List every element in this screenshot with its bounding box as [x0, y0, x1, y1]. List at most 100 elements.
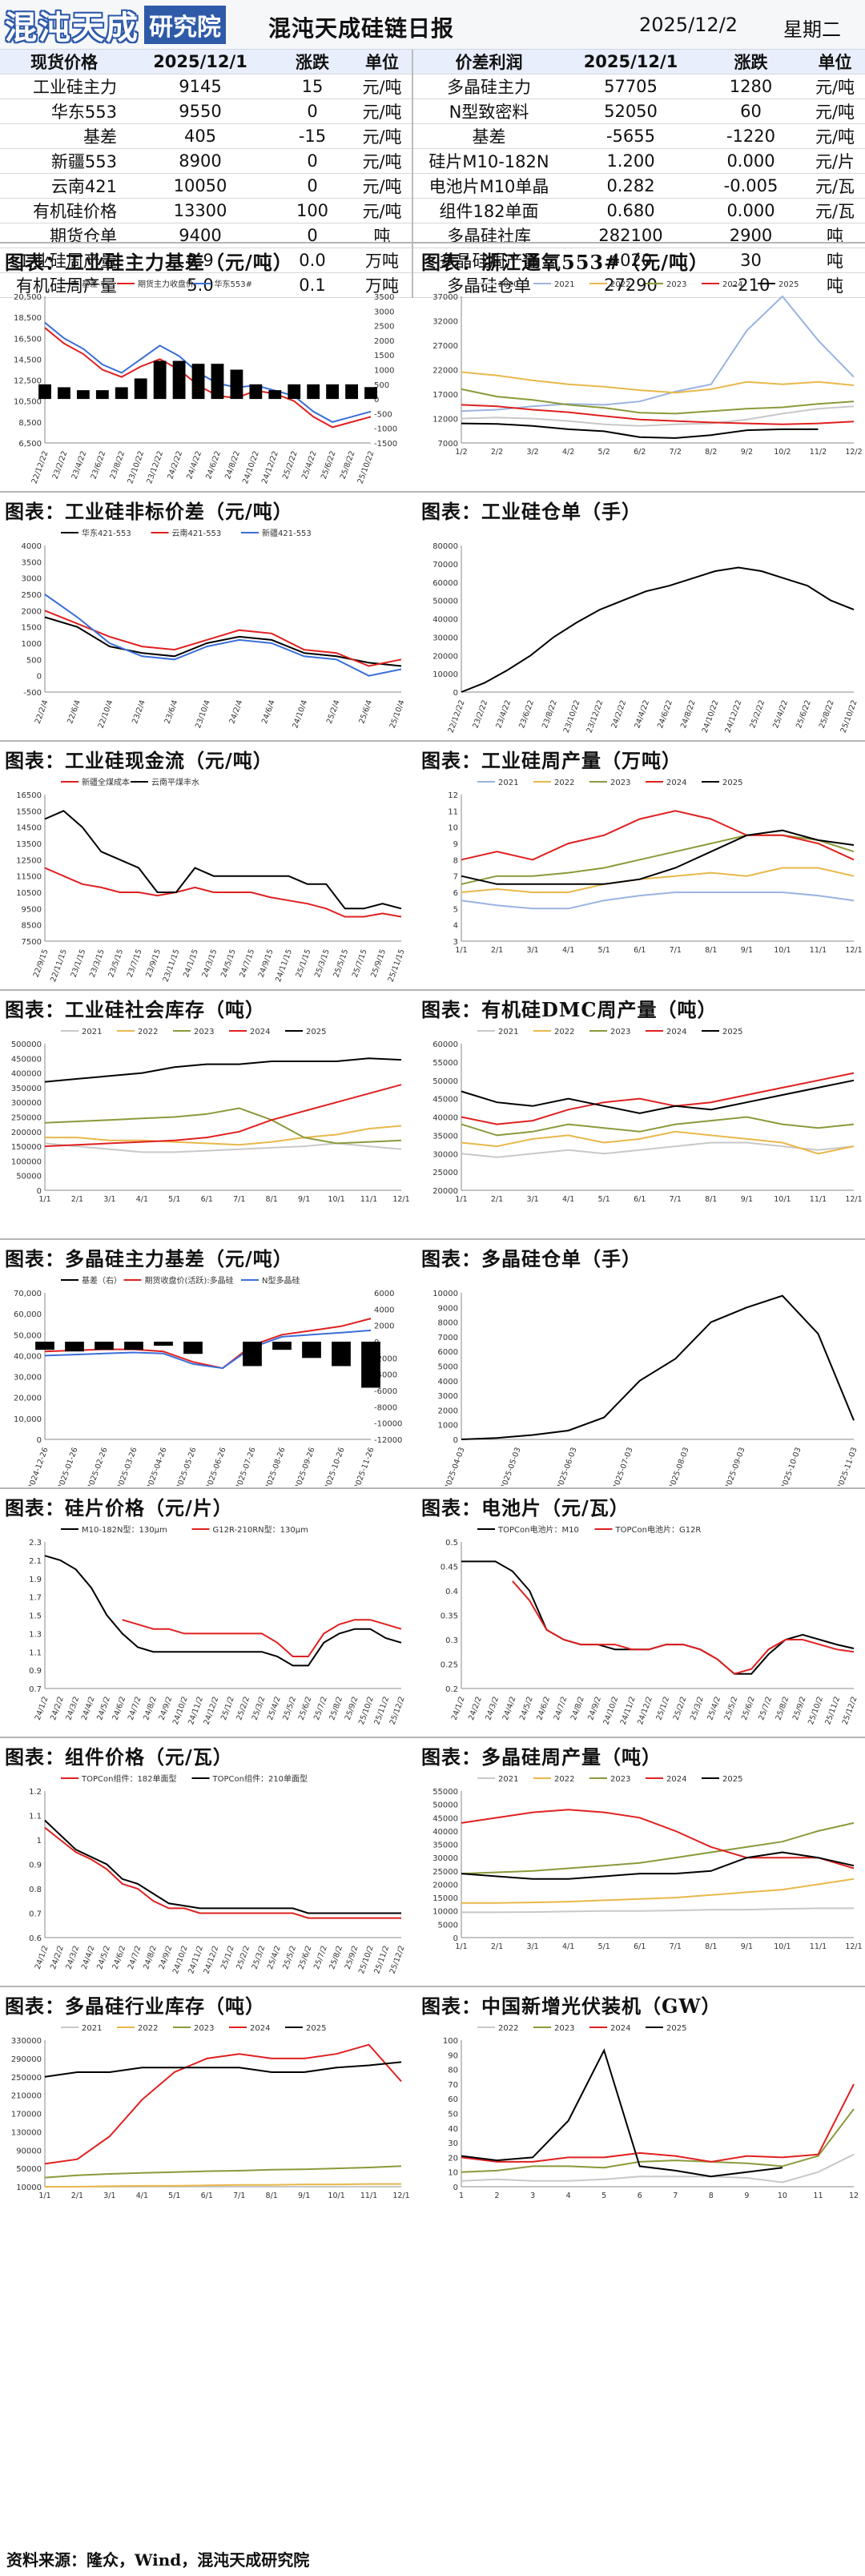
table-cell: 吨: [805, 272, 865, 298]
x-tick-label: 8/1: [266, 2192, 278, 2200]
y-tick-label: 3000: [22, 575, 42, 584]
x-tick-label: 24/7/2: [127, 1696, 143, 1721]
legend-item: 2023: [173, 1028, 214, 1036]
y-tick-label: 50000: [16, 1173, 42, 1181]
x-tick-label: 24/4/22: [633, 699, 651, 730]
chart-svg: 1000090008000700060005000400030002000100…: [432, 1290, 859, 1486]
y2-tick-label: 2000: [374, 337, 394, 346]
x-tick-label: 23/4/22: [494, 699, 513, 730]
logo-main-text: 混沌天成: [5, 9, 139, 46]
series-line: [461, 892, 855, 910]
chart-panel-c1: 图表：工业硅主力基差（元/吨） 基差-右 期货主力收盘价 华东553# 20,500 18…: [0, 247, 412, 491]
x-tick-label: 5/1: [598, 1942, 610, 1951]
table-cell: 吨: [352, 223, 412, 248]
legend-item: 2025: [758, 280, 799, 289]
table-cell: 工业硅主力: [0, 74, 128, 99]
x-tick-label: 3/1: [526, 946, 538, 955]
y-tick-label: 70000: [432, 561, 458, 570]
table-cell: 华东553: [0, 99, 128, 124]
x-tick-label: 8/2: [705, 448, 717, 457]
x-tick-label: 25/8/22: [339, 450, 357, 481]
y-tick-label: 20,500: [14, 293, 42, 302]
chart-panel-c5: 图表：工业硅现金流（元/吨） 新疆全煤成本 云南平煤丰水 16500 15500 1450…: [0, 745, 412, 989]
x-tick-label: 25/1/2: [219, 1696, 236, 1721]
basis-bar: [230, 369, 243, 400]
series-line: [44, 2165, 402, 2179]
table-header: 单位: [805, 50, 865, 74]
x-tick-label: 2/1: [71, 2192, 83, 2200]
x-tick-label: 3/1: [103, 2192, 115, 2200]
table-cell: 组件182单面: [412, 198, 565, 223]
x-tick-label: 25/5/15: [332, 948, 350, 979]
y-tick-label: 210000: [11, 2092, 42, 2101]
series-line: [461, 295, 855, 413]
x-tick-label: 9/2: [741, 448, 753, 457]
table-cell: 282100: [565, 223, 697, 248]
series-line: [461, 834, 855, 885]
legend-item: 2025: [285, 1028, 326, 1036]
x-tick-label: 25/4/22: [300, 450, 319, 481]
y-tick-label: 50,000: [14, 1331, 42, 1340]
table-header: 2025/12/1: [128, 50, 272, 74]
x-tick-label: 6/1: [634, 1195, 646, 1204]
section-divider: [0, 1238, 865, 1240]
legend-label: 2021: [82, 1028, 102, 1036]
x-tick-label: 25/8/2: [328, 1945, 344, 1970]
x-tick-label: 25/5/2: [281, 1945, 298, 1970]
x-tick-label: 25/4/2: [266, 1696, 283, 1721]
report-title: 混沌天成硅链日报: [268, 15, 455, 42]
legend-label: 期货收盘价(活跃):多晶硅: [145, 1275, 234, 1286]
x-tick-label: 24/1/2: [34, 1945, 50, 1970]
y-tick-label: 1.5: [29, 1612, 42, 1621]
y2-tick-label: 1000: [374, 367, 394, 376]
y-tick-label: 14,500: [14, 356, 42, 364]
y-tick-label: 16500: [16, 791, 42, 800]
y-tick-label: 0.45: [441, 1564, 458, 1572]
y-tick-label: 7: [453, 873, 458, 882]
x-tick-label: 25/5/2: [723, 1696, 740, 1721]
x-tick-label: 25/1/2: [219, 1945, 236, 1970]
y-tick-label: 3500: [22, 558, 42, 567]
x-tick-label: 25/2/2: [235, 1945, 251, 1970]
legend-item: 2022: [117, 2024, 158, 2033]
y-tick-label: 1: [37, 1837, 42, 1845]
table-header: 单位: [352, 50, 412, 74]
chart-panel-c11: 图表：硅片价格（元/片） M10-182N型：130μm G12R-210RN型：1…: [0, 1492, 412, 1737]
legend-item: 2023: [589, 1775, 630, 1784]
x-tick-label: 3: [530, 2192, 535, 2200]
x-tick-label: 4/1: [562, 1942, 574, 1951]
basis-bar: [183, 1342, 203, 1354]
basis-bar: [124, 1342, 143, 1350]
x-tick-label: 25/7/2: [312, 1945, 329, 1970]
table-cell: 1280: [697, 74, 805, 99]
x-tick-label: 22/2/4: [34, 699, 50, 725]
y-tick-label: 1.2: [29, 1788, 42, 1797]
x-tick-label: 23/12/22: [145, 450, 165, 485]
table-row: 华东553 9550 0 元/吨 N型致密料 52050 60 元/吨: [0, 99, 865, 124]
basis-bar: [58, 387, 70, 400]
chart-panel-c10: 图表：多晶硅仓单（手） 10000 9000 8000 7000 6000 5000 4000…: [416, 1243, 865, 1487]
series-line: [44, 327, 372, 429]
y-tick-label: 8000: [438, 1319, 458, 1328]
y-tick-label: 25000: [432, 1868, 458, 1877]
y2-tick-label: -6000: [374, 1387, 397, 1396]
y-tick-label: 4: [453, 922, 458, 931]
legend-label: TOPCon电池片：G12R: [615, 1524, 702, 1535]
legend-item: N型多晶硅: [241, 1275, 300, 1286]
series-line: [44, 616, 402, 667]
table-cell: 多晶硅仓单: [412, 272, 565, 298]
series-line: [461, 566, 855, 693]
legend-label: 2025: [778, 280, 799, 289]
x-tick-label: 25/8/2: [328, 1696, 344, 1721]
y-tick-label: 1500: [22, 624, 42, 633]
table-cell: 52050: [565, 99, 697, 124]
basis-bar: [38, 384, 51, 400]
legend-item: 2022: [533, 1028, 574, 1036]
table-cell: 万吨: [352, 248, 412, 273]
series-line: [461, 810, 855, 861]
table-cell: 0.680: [565, 198, 697, 223]
legend-item: 2024: [229, 2024, 270, 2033]
y-tick-label: 10000: [432, 670, 458, 679]
table-cell: 30: [697, 248, 805, 273]
table-cell: 0.0: [272, 248, 352, 273]
